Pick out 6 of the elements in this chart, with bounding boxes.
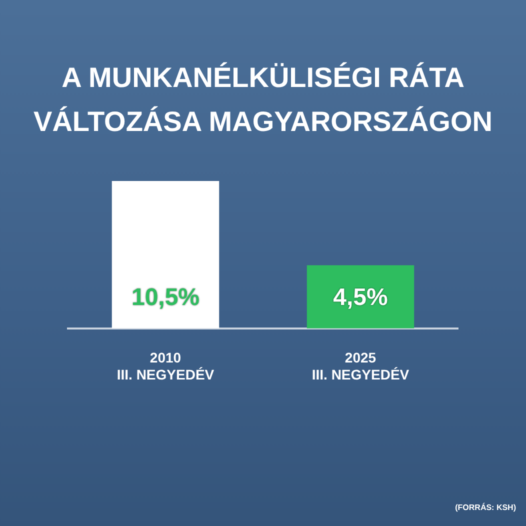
data-label: 4,5%: [333, 284, 388, 312]
chart-title: A MUNKANÉLKÜLISÉGI RÁTA VÁLTOZÁSA MAGYARORSZÁGON: [34, 61, 492, 139]
data-label: 10,5%: [131, 284, 200, 312]
x-tick-label: 2025 III. NEGYEDÉV: [312, 350, 410, 382]
x-tick-label: 2010 III. NEGYEDÉV: [116, 350, 215, 382]
text: (FORRÁS: KSH): [455, 503, 516, 512]
